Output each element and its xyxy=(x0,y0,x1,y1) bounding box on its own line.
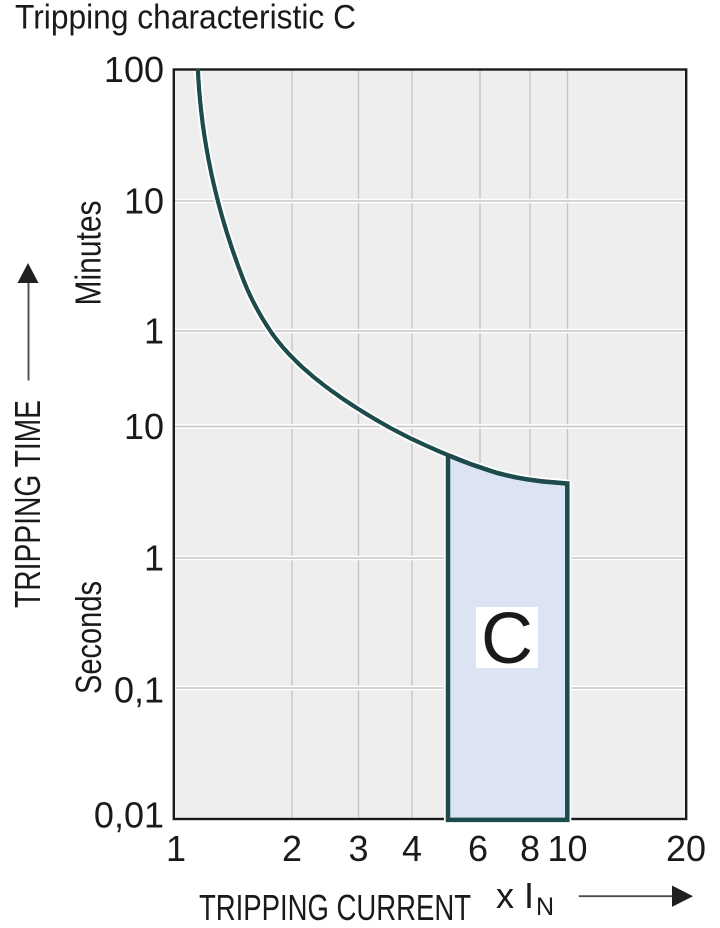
svg-text:20: 20 xyxy=(666,828,706,869)
svg-text:0,01: 0,01 xyxy=(94,794,164,835)
svg-text:1: 1 xyxy=(166,828,186,869)
svg-text:10: 10 xyxy=(124,406,164,447)
svg-text:1: 1 xyxy=(144,310,164,351)
svg-text:10: 10 xyxy=(124,180,164,221)
svg-text:TRIPPING CURRENT: TRIPPING CURRENT xyxy=(199,887,471,928)
svg-text:4: 4 xyxy=(402,828,422,869)
svg-text:C: C xyxy=(481,599,533,679)
svg-text:0,1: 0,1 xyxy=(114,669,164,710)
svg-text:1: 1 xyxy=(144,537,164,578)
svg-text:x I: x I xyxy=(496,875,534,916)
svg-text:3: 3 xyxy=(348,828,368,869)
svg-text:Tripping characteristic C: Tripping characteristic C xyxy=(15,0,356,37)
svg-text:2: 2 xyxy=(282,828,302,869)
svg-text:N: N xyxy=(536,893,554,921)
svg-text:100: 100 xyxy=(104,49,164,90)
svg-text:TRIPPING TIME: TRIPPING TIME xyxy=(7,400,48,608)
svg-text:Minutes: Minutes xyxy=(68,201,109,306)
svg-text:10: 10 xyxy=(547,828,587,869)
svg-text:Seconds: Seconds xyxy=(68,581,109,694)
svg-text:8: 8 xyxy=(520,828,540,869)
svg-text:6: 6 xyxy=(468,828,488,869)
